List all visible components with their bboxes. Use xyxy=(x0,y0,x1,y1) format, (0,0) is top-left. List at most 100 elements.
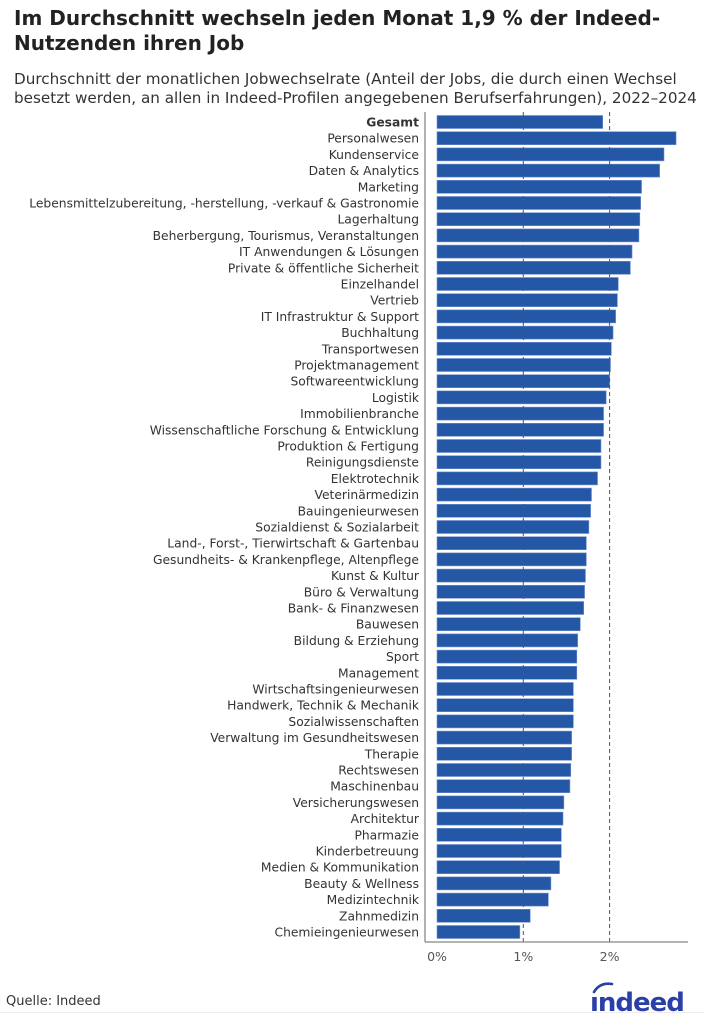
category-label: Buchhaltung xyxy=(341,326,419,340)
category-label: Maschinenbau xyxy=(330,780,419,794)
category-label: Rechtswesen xyxy=(338,764,419,778)
bar xyxy=(436,131,677,145)
category-label: Immobilienbranche xyxy=(300,407,419,421)
bar xyxy=(436,827,562,842)
bar xyxy=(436,811,564,826)
bar xyxy=(436,584,585,599)
footer-divider xyxy=(0,1012,704,1013)
bar xyxy=(436,763,572,777)
bar xyxy=(436,876,552,891)
bar xyxy=(436,260,631,275)
category-label: Kinderbetreuung xyxy=(316,845,419,859)
bar xyxy=(436,779,571,794)
bar xyxy=(436,471,598,486)
category-label: Land-, Forst-, Tierwirtschaft & Gartenba… xyxy=(167,537,419,551)
bar xyxy=(436,908,531,923)
category-label: Einzelhandel xyxy=(341,278,419,292)
bar xyxy=(436,180,642,194)
category-label: Sozialwissenschaften xyxy=(288,715,419,729)
bar xyxy=(436,487,592,502)
bar xyxy=(436,665,578,680)
category-label: Elektrotechnik xyxy=(331,472,420,486)
category-label: Beauty & Wellness xyxy=(304,877,419,891)
bar xyxy=(436,649,578,664)
category-label: Bauwesen xyxy=(356,618,419,632)
category-label: Medien & Kommunikation xyxy=(261,861,419,875)
category-label: Transportwesen xyxy=(321,342,419,356)
x-tick-label: 0% xyxy=(427,949,447,964)
chart-title: Im Durchschnitt wechseln jeden Monat 1,9… xyxy=(14,6,661,55)
bar xyxy=(436,196,641,210)
bar xyxy=(436,520,590,534)
bar xyxy=(436,730,572,745)
category-label: Beherbergung, Tourismus, Veranstaltungen xyxy=(153,229,419,243)
category-label: Lebensmittelzubereitung, -herstellung, -… xyxy=(29,197,419,211)
bar xyxy=(436,698,574,713)
bar xyxy=(436,244,633,259)
category-label: Pharmazie xyxy=(354,828,419,842)
category-label: Bank- & Finanzwesen xyxy=(288,602,419,616)
bar xyxy=(436,925,521,939)
category-label: Architektur xyxy=(351,812,420,826)
category-label: Veterinärmedizin xyxy=(315,488,419,502)
bar xyxy=(436,277,619,291)
bar xyxy=(436,503,591,518)
bar xyxy=(436,147,665,162)
category-label: Büro & Verwaltung xyxy=(304,585,419,599)
category-label: Reinigungsdienste xyxy=(306,456,419,470)
bar xyxy=(436,406,604,421)
x-tick-label: 2% xyxy=(600,949,620,964)
bar xyxy=(436,455,602,470)
bar xyxy=(436,536,587,551)
bar-chart: Gesamt Personalwesen Kundenservice Daten & … xyxy=(29,112,688,964)
bar xyxy=(436,633,578,648)
category-label: Verwaltung im Gesundheitswesen xyxy=(210,731,419,745)
category-label: Handwerk, Technik & Mechanik xyxy=(227,699,420,713)
bar xyxy=(436,795,565,810)
bar xyxy=(436,552,587,567)
category-label: Wissenschaftliche Forschung & Entwicklun… xyxy=(150,423,419,437)
bar xyxy=(436,844,562,858)
category-label: Softwareentwicklung xyxy=(290,375,419,389)
category-label: IT Anwendungen & Lösungen xyxy=(239,245,419,259)
category-label: Therapie xyxy=(364,747,419,761)
bar xyxy=(436,682,574,696)
category-label: Logistik xyxy=(372,391,420,405)
category-label: Kunst & Kultur xyxy=(331,569,420,583)
svg-text:ındeed: ındeed xyxy=(590,988,684,1018)
bar xyxy=(436,228,640,243)
bar xyxy=(436,617,581,632)
category-label: Wirtschaftsingenieurwesen xyxy=(252,683,419,697)
bar xyxy=(436,714,574,729)
category-label: Marketing xyxy=(358,180,419,194)
category-label: Chemieingenieurwesen xyxy=(274,926,419,940)
category-label: Personalwesen xyxy=(327,132,419,146)
x-tick-label: 1% xyxy=(513,949,533,964)
category-label: Kundenservice xyxy=(329,148,419,162)
category-label: Produktion & Fertigung xyxy=(277,440,419,454)
category-label: IT Infrastruktur & Support xyxy=(261,310,419,324)
bar xyxy=(436,568,586,583)
bar xyxy=(436,115,603,129)
category-label: Vertrieb xyxy=(370,294,419,308)
category-label: Versicherungswesen xyxy=(293,796,419,810)
bar xyxy=(436,293,618,308)
bar xyxy=(436,422,604,437)
bar xyxy=(436,309,616,324)
bar xyxy=(436,390,607,405)
category-label: Bildung & Erziehung xyxy=(294,634,419,648)
indeed-logo: ındeed xyxy=(590,982,685,1018)
category-label: Sozialdienst & Sozialarbeit xyxy=(255,521,419,535)
category-label: Private & öffentliche Sicherheit xyxy=(228,261,419,275)
category-label: Zahnmedizin xyxy=(339,909,419,923)
bar xyxy=(436,601,585,615)
category-label: Bauingenieurwesen xyxy=(298,504,419,518)
category-label: Daten & Analytics xyxy=(309,164,419,178)
bar xyxy=(436,212,641,226)
bar xyxy=(436,439,602,453)
category-label: Projektmanagement xyxy=(294,359,419,373)
category-label: Gesamt xyxy=(366,116,419,130)
category-label: Gesundheits- & Krankenpflege, Altenpfleg… xyxy=(153,553,419,567)
bar xyxy=(436,860,560,875)
bar xyxy=(436,163,660,178)
